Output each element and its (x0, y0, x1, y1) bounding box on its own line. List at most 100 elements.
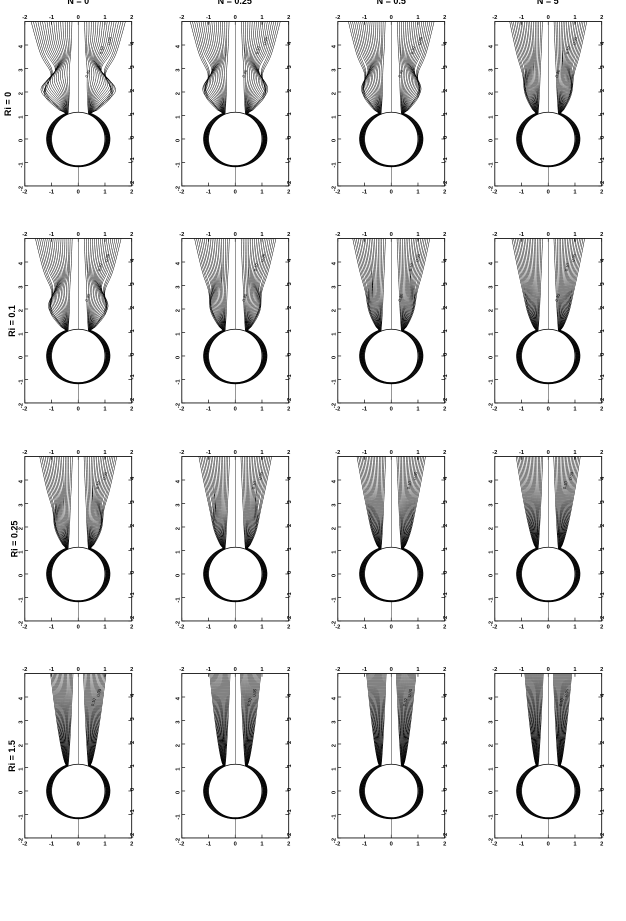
xtick-label-top: 2 (600, 233, 603, 239)
cylinder (52, 112, 105, 165)
ytick-label-left: 3 (18, 68, 24, 71)
xtick-label-top: 0 (390, 450, 393, 456)
ytick-label-left: 4 (18, 262, 24, 266)
xtick-label-top: -2 (179, 233, 184, 239)
ytick-label-left: -2 (331, 621, 337, 626)
xtick-label-bottom: 0 (390, 407, 393, 413)
xtick-label-bottom: 1 (260, 842, 264, 848)
xtick-label-bottom: -1 (205, 842, 211, 848)
panel: -2-2-1-1001122-2-2-1-100112233440.050.10… (480, 227, 617, 414)
xtick-label-top: 0 (546, 667, 549, 673)
ytick-label-left: -2 (331, 186, 337, 191)
ytick-label-right: 3 (287, 500, 293, 503)
xtick-label-top: 0 (546, 450, 549, 456)
xtick-label-bottom: -1 (49, 407, 55, 413)
grid-cell: -2-2-1-1001122-2-2-1-100112233440.050.10… (480, 227, 617, 414)
xtick-label-top: 0 (233, 450, 236, 456)
xtick-label-bottom: 0 (546, 842, 549, 848)
panel: -2-2-1-1001122-2-2-1-100112233440.050.10 (480, 662, 617, 849)
xtick-label-top: -2 (22, 450, 27, 456)
xtick-label-bottom: -1 (49, 624, 55, 630)
xtick-label-bottom: -1 (518, 842, 524, 848)
xtick-label-top: -1 (518, 450, 524, 456)
xtick-label-top: -1 (205, 233, 211, 239)
ytick-label-left: 0 (488, 791, 494, 794)
xtick-label-bottom: 0 (233, 407, 236, 413)
panel: -2-2-1-1001122-2-2-1-100112233440.050.10… (167, 227, 304, 414)
xtick-label-bottom: 0 (546, 189, 549, 195)
xtick-label-bottom: -1 (518, 624, 524, 630)
panel: -2-2-1-1001122-2-2-1-100112233440.050.10 (167, 662, 304, 849)
xtick-label-top: 2 (130, 667, 133, 673)
ytick-label-left: -2 (331, 838, 337, 843)
xtick-label-top: 2 (600, 450, 603, 456)
ytick-label-right: -2 (130, 181, 136, 186)
contour-panel: -2-2-1-1001122-2-2-1-100112233440.050.10… (167, 10, 304, 197)
ytick-label-right: 2 (443, 741, 449, 744)
ytick-label-left: 4 (18, 44, 24, 48)
ytick-label-right: -1 (443, 374, 449, 380)
ytick-label-left: 1 (18, 767, 24, 771)
ytick-label-left: 4 (331, 479, 337, 483)
ytick-label-right: -2 (443, 833, 449, 838)
ytick-label-left: -2 (175, 186, 181, 191)
cylinder (365, 547, 418, 600)
xtick-label-top: -1 (49, 667, 55, 673)
ytick-label-right: 0 (130, 353, 136, 356)
xtick-label-bottom: 0 (233, 189, 236, 195)
xtick-label-top: 2 (600, 667, 603, 673)
xtick-label-bottom: 2 (600, 407, 603, 413)
ytick-label-right: 0 (600, 353, 606, 356)
xtick-label-bottom: 0 (390, 189, 393, 195)
xtick-label-top: -2 (22, 667, 27, 673)
ytick-label-right: -2 (443, 181, 449, 186)
cylinder (521, 765, 574, 818)
ytick-label-left: 1 (331, 550, 337, 554)
contour-panel: -2-2-1-1001122-2-2-1-100112233440.050.10… (323, 10, 460, 197)
ytick-label-left: -2 (175, 403, 181, 408)
ytick-label-right: 0 (287, 136, 293, 139)
xtick-label-bottom: 1 (416, 189, 420, 195)
ytick-label-right: -2 (600, 398, 606, 403)
ytick-label-left: 1 (488, 115, 494, 119)
ytick-label-right: 2 (287, 89, 293, 92)
ytick-label-left: -2 (488, 621, 494, 626)
cylinder (521, 330, 574, 383)
ytick-label-right: 3 (130, 718, 136, 721)
ytick-label-left: -1 (175, 379, 181, 385)
xtick-label-top: -1 (362, 450, 368, 456)
panel: -2-2-1-1001122-2-2-1-100112233440.050.10… (167, 10, 304, 197)
contour-panel: -2-2-1-1001122-2-2-1-100112233440.050.10 (480, 445, 617, 632)
ytick-label-right: 0 (600, 788, 606, 791)
ytick-label-left: 2 (488, 527, 494, 530)
contour-panel: -2-2-1-1001122-2-2-1-100112233440.050.10 (323, 445, 460, 632)
ytick-label-left: 2 (175, 744, 181, 747)
ytick-label-right: 3 (287, 65, 293, 68)
xtick-label-top: 2 (443, 233, 446, 239)
ytick-label-left: 0 (18, 791, 24, 794)
ytick-label-right: 3 (443, 500, 449, 503)
xtick-label-bottom: -1 (205, 189, 211, 195)
ytick-label-left: -1 (18, 814, 24, 820)
ytick-label-right: 3 (600, 65, 606, 68)
grid-cell: N = 5-2-2-1-1001122-2-2-1-100112233440.0… (480, 10, 617, 197)
cylinder (52, 330, 105, 383)
xtick-label-bottom: 0 (77, 407, 80, 413)
xtick-label-top: -1 (362, 15, 368, 21)
ytick-label-right: -1 (600, 157, 606, 163)
ytick-label-left: 4 (18, 697, 24, 701)
grid-cell: -2-2-1-1001122-2-2-1-100112233440.050.10 (480, 445, 617, 632)
ytick-label-left: 3 (488, 503, 494, 506)
ytick-label-left: 1 (331, 767, 337, 771)
contour-panel: -2-2-1-1001122-2-2-1-100112233440.050.10 (167, 662, 304, 849)
ytick-label-left: 0 (331, 574, 337, 577)
ytick-label-right: 2 (600, 89, 606, 92)
ytick-label-left: -1 (175, 814, 181, 820)
ytick-label-left: -1 (18, 379, 24, 385)
ytick-label-right: 3 (443, 65, 449, 68)
xtick-label-bottom: -1 (49, 842, 55, 848)
column-header: N = 5 (537, 0, 559, 6)
grid-cell: -2-2-1-1001122-2-2-1-100112233440.050.10 (480, 662, 617, 849)
ytick-label-left: 1 (18, 332, 24, 336)
contour-panel: -2-2-1-1001122-2-2-1-100112233440.050.10… (10, 10, 147, 197)
